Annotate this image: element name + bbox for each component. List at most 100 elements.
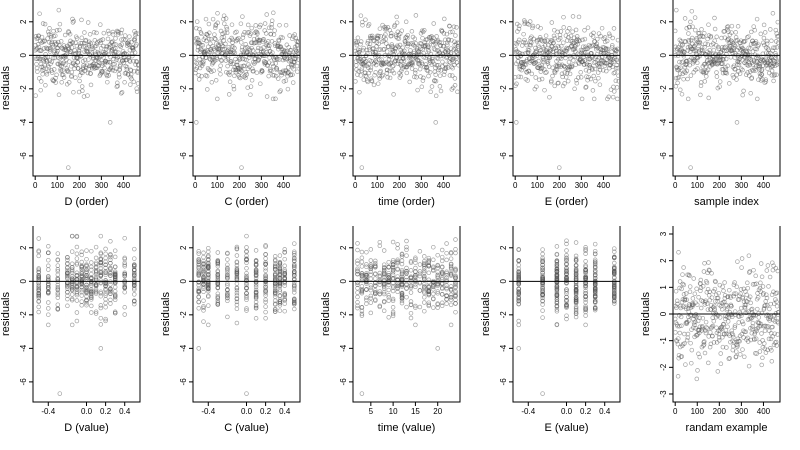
data-point [408, 290, 414, 295]
data-point [200, 43, 205, 48]
data-point [215, 301, 221, 307]
data-point [750, 282, 756, 287]
data-point [741, 328, 746, 333]
data-point [53, 33, 58, 38]
data-point [229, 59, 234, 64]
data-point [355, 35, 361, 41]
data-point [103, 270, 108, 275]
x-tick-label: 0 [193, 181, 198, 190]
data-point [435, 252, 440, 258]
data-point [93, 265, 99, 270]
data-point [695, 66, 700, 71]
y-tick-label: -2 [179, 85, 188, 93]
data-point [79, 249, 84, 255]
data-point [282, 297, 287, 303]
data-point [355, 305, 360, 311]
data-point [277, 277, 283, 283]
data-point [89, 303, 94, 309]
data-point [683, 291, 689, 296]
data-point [70, 20, 76, 25]
data-point [359, 259, 365, 265]
data-point [523, 40, 528, 45]
data-point [55, 48, 60, 54]
data-point [516, 266, 521, 271]
data-point [774, 72, 779, 77]
y-axis-title: residuals [0, 291, 12, 336]
data-point [545, 59, 551, 64]
data-point [770, 11, 776, 16]
data-point [98, 273, 104, 278]
data-point [706, 22, 711, 27]
data-point [79, 264, 84, 270]
data-point [215, 272, 221, 277]
data-point [373, 258, 378, 264]
data-point [615, 59, 619, 65]
data-point [390, 296, 396, 302]
data-point [210, 60, 216, 66]
data-point [84, 282, 89, 288]
x-tick-label: 200 [393, 181, 407, 190]
data-point [86, 57, 91, 62]
data-point [126, 72, 131, 77]
data-point [215, 274, 221, 280]
data-point [564, 303, 569, 308]
data-point [52, 39, 58, 45]
data-point [434, 34, 439, 39]
data-point [567, 26, 572, 31]
x-tick-label: 400 [597, 181, 611, 190]
data-point [244, 266, 249, 271]
data-point [685, 76, 690, 82]
data-point [681, 282, 687, 288]
data-point [354, 63, 359, 68]
data-point [715, 369, 721, 374]
data-point [115, 83, 120, 89]
data-point [399, 282, 405, 288]
data-point [198, 42, 204, 48]
data-point [89, 293, 94, 299]
data-point [716, 331, 722, 337]
data-point [514, 48, 520, 54]
data-point [568, 44, 574, 50]
data-point [390, 272, 396, 277]
data-point [721, 57, 726, 62]
data-point [444, 241, 449, 246]
data-point [262, 21, 268, 26]
data-point [388, 30, 394, 36]
data-point [697, 315, 702, 321]
data-point [448, 29, 453, 35]
x-tick-label: 5 [369, 407, 374, 416]
data-point [395, 246, 400, 251]
data-point [201, 279, 206, 285]
data-point [413, 67, 418, 73]
data-point [84, 264, 89, 269]
plot-frame [192, 226, 301, 403]
data-point [444, 257, 449, 263]
data-point [36, 293, 41, 299]
data-point [89, 276, 94, 281]
data-point [112, 278, 118, 283]
data-point [583, 307, 588, 312]
data-point [372, 72, 377, 78]
data-point [684, 26, 689, 31]
data-point [769, 359, 775, 364]
data-point [272, 272, 278, 277]
data-point [709, 295, 715, 300]
data-point [292, 271, 297, 276]
data-point [540, 251, 545, 257]
data-point [61, 75, 67, 80]
data-point [208, 57, 213, 62]
data-point [292, 249, 297, 254]
data-point [274, 65, 279, 71]
data-point [277, 253, 283, 258]
data-point [390, 305, 396, 310]
data-point [561, 40, 566, 45]
data-point [410, 60, 416, 66]
data-point [36, 283, 41, 288]
data-point [755, 53, 760, 59]
data-point [46, 276, 51, 281]
data-point [278, 88, 283, 93]
data-point [65, 261, 70, 267]
data-point [84, 248, 89, 253]
data-point [399, 294, 405, 299]
data-point [272, 278, 278, 283]
